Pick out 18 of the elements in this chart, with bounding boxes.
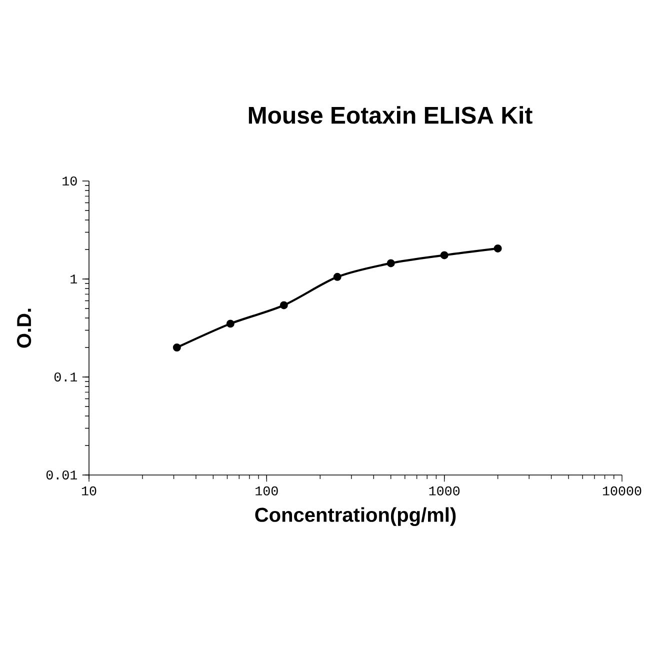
y-tick-label: 0.1	[54, 372, 78, 382]
point	[440, 251, 448, 260]
x-tick-label: 1000	[429, 486, 460, 496]
x-tick-label: 10000	[602, 486, 642, 496]
x-tick-label: 10	[82, 486, 96, 496]
point	[280, 301, 288, 310]
x-tick-label: 100	[256, 486, 278, 496]
point	[386, 259, 395, 268]
y-tick-label: 0.01	[46, 470, 78, 480]
chart-title: Mouse Eotaxin ELISA Kit	[248, 106, 532, 124]
point	[494, 244, 502, 252]
y-tick-label: 1	[70, 274, 78, 284]
y-axis-title: O.D.	[16, 308, 32, 348]
point	[333, 272, 342, 281]
point	[226, 320, 234, 328]
point	[172, 344, 181, 352]
y-tick-label: 10	[62, 176, 77, 186]
x-axis-title: Concentration(pg/ml)	[255, 507, 456, 526]
